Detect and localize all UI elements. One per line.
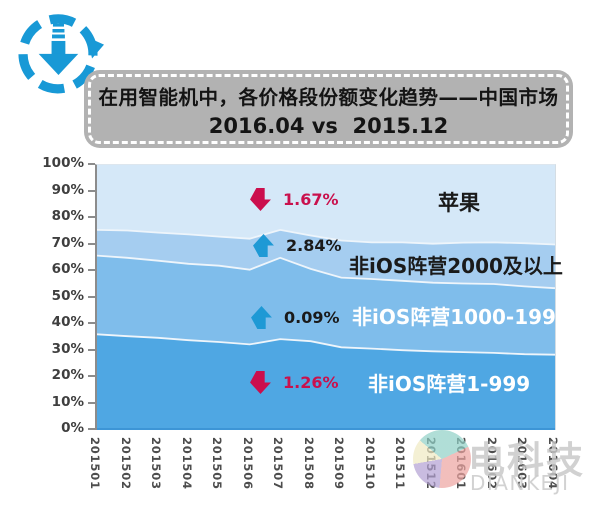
chart-title: 在用智能机中，各价格段份额变化趋势——中国市场 [98, 85, 559, 109]
y-axis-tick-mark [88, 216, 95, 218]
change-value: 2.84% [286, 236, 342, 255]
change-annotation: 0.09% [251, 306, 340, 329]
circular-download-arrow-icon [18, 14, 104, 94]
y-axis-tick-label: 70% [51, 234, 84, 251]
y-axis-tick-label: 80% [51, 208, 84, 224]
change-annotation: 2.84% [253, 234, 342, 257]
y-axis-tick-mark [88, 348, 95, 351]
series-label: 非iOS阵营1000-1999 [352, 305, 570, 329]
up-arrow-icon [253, 234, 274, 257]
change-annotation: 1.26% [250, 371, 339, 394]
change-value: 0.09% [284, 308, 340, 327]
change-value: 1.26% [283, 373, 339, 392]
y-axis-tick-label: 20% [51, 367, 84, 383]
plot-area [95, 164, 556, 430]
y-axis-tick-label: 40% [51, 314, 84, 330]
arrowhead-icon [87, 37, 104, 59]
series-label: 非iOS阵营1-999 [368, 372, 531, 396]
change-value: 1.67% [283, 190, 339, 209]
up-arrow-icon [251, 306, 272, 329]
title-box: 在用智能机中，各价格段份额变化趋势——中国市场 2016.04 vs 2015.… [84, 70, 573, 148]
series-label: 非iOS阵营2000及以上 [349, 254, 563, 278]
y-axis-tick-mark [88, 322, 95, 324]
y-axis-tick-mark [88, 163, 95, 165]
chart-subtitle: 2016.04 vs 2015.12 [208, 113, 449, 138]
y-axis-tick-label: 0% [61, 420, 84, 436]
down-arrow-icon [250, 188, 271, 211]
y-axis-tick-label: 30% [51, 340, 84, 357]
y-axis-tick-label: 10% [51, 393, 84, 410]
stacked-area-chart [97, 165, 555, 430]
y-axis-tick-label: 100% [42, 155, 84, 171]
change-annotation: 1.67% [250, 188, 339, 211]
y-axis-tick-mark [88, 401, 95, 404]
y-axis-tick-label: 90% [51, 181, 84, 198]
y-axis-tick-mark [88, 242, 95, 245]
series-label: 苹果 [438, 191, 480, 215]
y-axis-tick-mark [88, 375, 95, 377]
y-axis-tick-mark [88, 295, 95, 298]
y-axis-tick-mark [88, 428, 95, 430]
down-arrow-icon [38, 23, 79, 75]
y-axis-tick-mark [88, 189, 95, 192]
down-arrow-icon [250, 371, 271, 394]
y-axis-tick-mark [88, 269, 95, 271]
y-axis-tick-label: 60% [51, 261, 84, 277]
y-axis-tick-label: 50% [51, 287, 84, 304]
